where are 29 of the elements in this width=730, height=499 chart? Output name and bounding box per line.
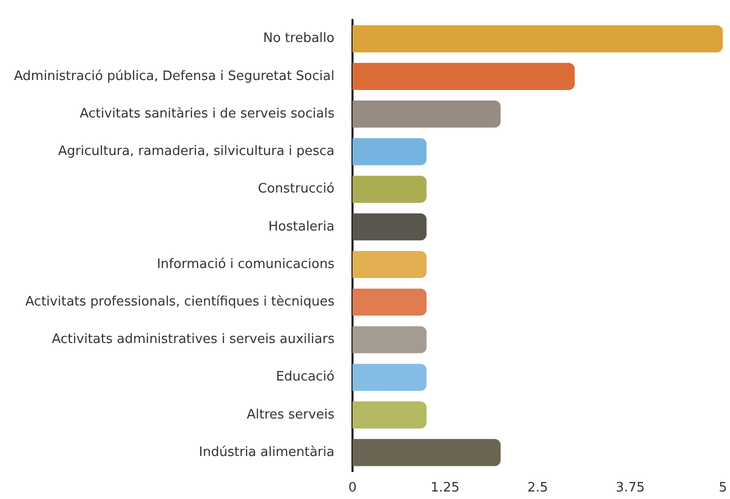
- x-tick-label: 3.75: [616, 480, 645, 496]
- y-tick-label: Agricultura, ramaderia, silvicultura i pesca: [58, 144, 334, 160]
- bar: [352, 138, 427, 166]
- x-tick-label: 1.25: [430, 480, 460, 496]
- y-tick-label: Indústria alimentària: [198, 444, 334, 460]
- bar: [352, 25, 723, 52]
- bar: [352, 401, 427, 429]
- x-tick-label: 0: [348, 480, 357, 496]
- y-tick-label: Administració pública, Defensa i Seguretat Social: [14, 68, 334, 84]
- bar: [352, 250, 427, 278]
- y-tick-label: No treballo: [263, 31, 335, 46]
- y-tick-label: Activitats sanitàries i de serveis socials: [80, 106, 335, 122]
- bar: [352, 288, 427, 316]
- y-tick-label: Educació: [276, 370, 335, 385]
- y-tick-label: Activitats professionals, científiques i tècniques: [25, 294, 335, 310]
- bar: [352, 176, 427, 203]
- bar: [352, 439, 501, 466]
- bar: [352, 364, 427, 391]
- y-tick-label: Informació i comunicacions: [156, 256, 335, 272]
- y-tick-label: Construcció: [258, 182, 335, 197]
- bar: [352, 213, 427, 240]
- x-tick-label: 5: [718, 480, 728, 496]
- y-tick-label: Hostaleria: [268, 219, 334, 234]
- y-tick-label: Altres serveis: [246, 407, 335, 422]
- x-tick-label: 2.5: [527, 480, 548, 496]
- bar: [352, 326, 427, 354]
- y-tick-label: Activitats administratives i serveis auxiliars: [52, 332, 335, 348]
- bar: [352, 100, 501, 128]
- bar: [352, 62, 575, 90]
